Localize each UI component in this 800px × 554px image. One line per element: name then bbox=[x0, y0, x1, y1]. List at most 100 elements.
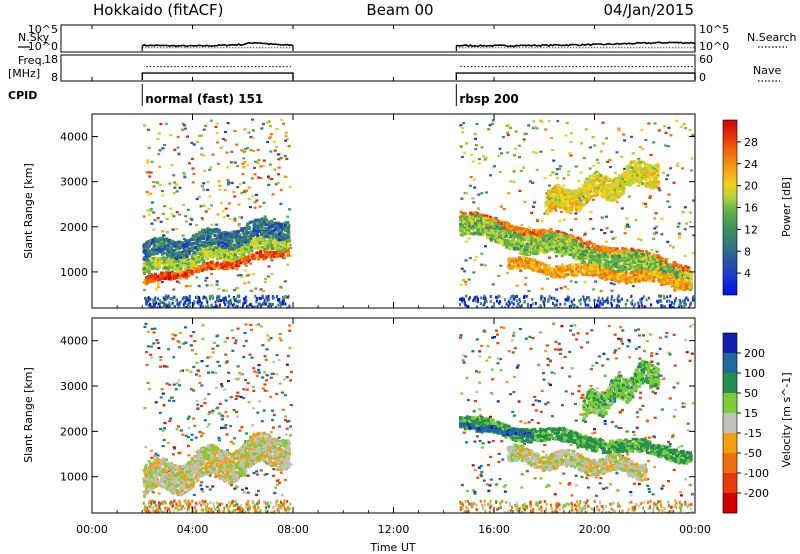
power-echo-cell bbox=[514, 130, 518, 133]
power-echo-cell bbox=[195, 276, 199, 279]
power-feature-cell bbox=[208, 247, 212, 250]
power-clutter-cell bbox=[498, 295, 501, 299]
power-feature-cell bbox=[213, 234, 217, 237]
power-echo-cell bbox=[551, 148, 555, 152]
power-echo-cell bbox=[163, 143, 167, 147]
power-feature-cell bbox=[216, 256, 220, 260]
power-feature-cell bbox=[220, 255, 224, 258]
power-feature-cell bbox=[168, 242, 172, 246]
power-clutter-cell bbox=[228, 294, 230, 298]
power-echo-cell bbox=[206, 188, 210, 191]
power-feature-cell bbox=[144, 254, 148, 258]
power-echo-cell bbox=[490, 122, 494, 125]
power-echo-cell bbox=[669, 134, 673, 137]
power-feature-cell bbox=[562, 240, 566, 243]
power-echo-cell bbox=[664, 131, 668, 134]
freq-left-tick-bottom: 8 bbox=[51, 71, 58, 84]
power-clutter-cell bbox=[154, 299, 157, 303]
power-clutter-cell bbox=[263, 298, 266, 302]
power-echo-cell bbox=[594, 280, 598, 283]
power-echo-cell bbox=[200, 185, 204, 188]
power-feature-cell bbox=[635, 250, 639, 254]
power-feature-cell bbox=[154, 251, 158, 255]
power-echo-cell bbox=[197, 195, 201, 198]
power-echo-cell bbox=[465, 142, 469, 145]
power-echo-cell bbox=[630, 135, 633, 138]
power-feature-cell bbox=[230, 240, 234, 244]
power-echo-cell bbox=[202, 188, 206, 191]
power-clutter-cell bbox=[495, 296, 498, 299]
power-feature-cell bbox=[145, 265, 149, 269]
power-feature-cell bbox=[142, 258, 146, 261]
power-feature-cell bbox=[471, 228, 475, 232]
power-echo-cell bbox=[254, 287, 258, 290]
power-clutter-cell bbox=[571, 303, 574, 307]
power-clutter-cell bbox=[518, 297, 521, 301]
power-echo-cell bbox=[655, 225, 658, 228]
power-feature-cell bbox=[191, 237, 195, 240]
power-feature-cell bbox=[175, 257, 179, 261]
power-echo-cell bbox=[236, 186, 240, 189]
power-echo-cell bbox=[147, 272, 151, 275]
power-feature-cell bbox=[598, 250, 602, 253]
power-feature-cell bbox=[259, 250, 263, 253]
power-clutter-cell bbox=[173, 306, 176, 308]
power-feature-cell bbox=[229, 250, 233, 254]
power-echo-cell bbox=[676, 225, 680, 228]
power-clutter-cell bbox=[154, 301, 157, 305]
power-feature-cell bbox=[535, 230, 539, 234]
power-feature-cell bbox=[229, 256, 233, 259]
header-beam: Beam 00 bbox=[366, 1, 433, 19]
power-clutter-cell bbox=[197, 302, 200, 306]
power-feature-cell bbox=[226, 266, 230, 270]
power-echo-cell bbox=[681, 211, 685, 214]
power-clutter-cell bbox=[245, 299, 248, 303]
power-clutter-cell bbox=[277, 303, 280, 307]
power-echo-cell bbox=[262, 165, 265, 168]
power-feature-cell bbox=[532, 243, 536, 247]
power-echo-cell bbox=[683, 254, 687, 258]
power-clutter-cell bbox=[265, 295, 268, 299]
power-feature-cell bbox=[182, 247, 186, 251]
power-clutter-cell bbox=[626, 299, 629, 303]
power-clutter-cell bbox=[692, 297, 695, 301]
power-echo-cell bbox=[277, 158, 281, 161]
power-echo-cell bbox=[631, 285, 635, 288]
power-echo-cell bbox=[161, 147, 165, 150]
power-feature-cell bbox=[146, 240, 150, 244]
power-echo-cell bbox=[609, 282, 613, 285]
power-feature-cell bbox=[203, 246, 207, 250]
power-feature-cell bbox=[237, 251, 241, 254]
power-feature-cell bbox=[151, 265, 155, 269]
power-feature-cell bbox=[268, 235, 272, 239]
power-feature-cell bbox=[165, 263, 169, 267]
power-clutter-cell bbox=[489, 295, 492, 298]
power-echo-cell bbox=[209, 119, 213, 122]
power-echo-cell bbox=[638, 146, 642, 149]
power-echo-cell bbox=[189, 223, 192, 226]
power-echo-cell bbox=[243, 147, 247, 151]
power-clutter-cell bbox=[661, 304, 664, 308]
power-feature-cell bbox=[476, 218, 480, 222]
power-clutter-cell bbox=[206, 300, 209, 304]
power-echo-cell bbox=[473, 258, 477, 261]
power-clutter-cell bbox=[525, 294, 528, 298]
power-echo-cell bbox=[266, 275, 270, 278]
power-feature-cell bbox=[274, 221, 278, 225]
power-feature-cell bbox=[492, 229, 496, 232]
power-echo-cell bbox=[668, 244, 672, 247]
power-echo-cell bbox=[259, 288, 263, 291]
power-echo-cell bbox=[169, 207, 173, 210]
power-feature-cell bbox=[163, 274, 167, 278]
power-feature-cell bbox=[183, 243, 187, 246]
power-clutter-cell bbox=[583, 298, 586, 302]
power-clutter-cell bbox=[171, 301, 174, 305]
power-clutter-cell bbox=[286, 306, 288, 308]
power-feature-cell bbox=[224, 233, 228, 236]
power-feature-cell bbox=[145, 249, 149, 253]
power-feature-cell bbox=[270, 252, 274, 255]
power-feature-cell bbox=[188, 253, 192, 257]
power-feature-cell bbox=[627, 253, 630, 257]
power-clutter-cell bbox=[271, 295, 274, 298]
